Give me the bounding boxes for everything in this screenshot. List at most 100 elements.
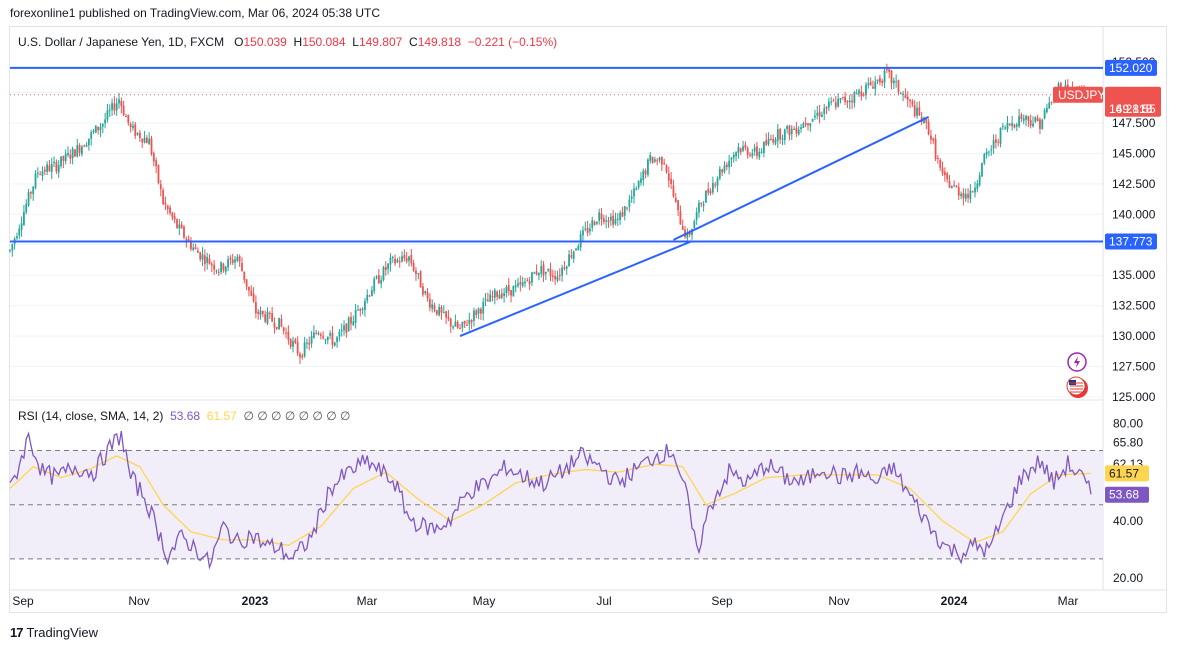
candle-body — [64, 153, 67, 162]
candle-body — [795, 127, 798, 134]
candle-body — [825, 106, 828, 109]
candle-body — [674, 197, 677, 202]
rsi-sma-badge: 61.57 — [1105, 465, 1149, 482]
candle-body — [294, 339, 297, 343]
candle-body — [628, 199, 631, 207]
candle-body — [640, 178, 642, 183]
candle-body — [1039, 119, 1041, 129]
candle-body — [401, 256, 403, 262]
candle-body — [642, 170, 645, 181]
lightning-icon-bolt — [1074, 356, 1080, 368]
candle-body — [909, 99, 911, 102]
candle-body — [932, 138, 935, 141]
time-tick-label: Sep — [711, 594, 733, 608]
candle-body — [303, 342, 306, 357]
price-legend: U.S. Dollar / Japanese Yen, 1D, FXCM O15… — [18, 35, 557, 49]
time-axis[interactable]: Sep Nov 2023 Mar May Jul Sep Nov 2024 Mar — [12, 594, 1078, 608]
candle-body — [139, 132, 141, 139]
candle-body — [11, 244, 14, 251]
candle-body — [157, 165, 160, 183]
candle-body — [1011, 122, 1014, 127]
candle-body — [375, 276, 378, 279]
candle-body — [547, 269, 550, 271]
candle-body — [744, 144, 747, 148]
candle-body — [575, 248, 577, 250]
candle-body — [746, 148, 749, 155]
candle-body — [925, 118, 928, 123]
candle-body — [772, 139, 775, 143]
candle-body — [155, 160, 158, 167]
candle-body — [85, 145, 88, 147]
candle-body — [1001, 126, 1004, 128]
legend-close: 149.818 — [417, 35, 462, 49]
candle-body — [92, 131, 95, 133]
candle-body — [419, 271, 422, 288]
candle-body — [554, 276, 557, 280]
candle-body — [141, 138, 144, 143]
candle-body — [709, 191, 712, 193]
candle-body — [600, 213, 603, 219]
candle-body — [902, 93, 905, 95]
candle-body — [484, 298, 487, 301]
candle-body — [500, 293, 503, 298]
candle-body — [584, 228, 587, 230]
trendlines[interactable] — [459, 115, 930, 338]
candle-body — [563, 267, 566, 269]
candle-body — [990, 149, 993, 151]
candle-body — [862, 94, 865, 96]
candle-body — [326, 336, 329, 340]
candle-body — [257, 311, 260, 315]
candle-body — [415, 270, 417, 275]
candle-body — [148, 138, 151, 145]
candle-body — [586, 228, 589, 233]
horizontal-levels[interactable] — [10, 66, 1103, 243]
candle-body — [612, 215, 615, 225]
candle-body — [633, 188, 635, 197]
candle-body — [953, 185, 956, 187]
candle-body — [695, 212, 698, 220]
candle-body — [87, 138, 90, 146]
candle-body — [94, 125, 97, 133]
candle-body — [716, 178, 719, 186]
candle-body — [62, 156, 65, 161]
top-line-badge-text: 152.020 — [1109, 61, 1153, 75]
candle-body — [544, 271, 547, 274]
candle-body — [382, 267, 385, 281]
candle-body — [259, 310, 262, 316]
candle-body — [366, 294, 369, 301]
candle-body — [556, 276, 559, 281]
price-tick-label: 125.000 — [1112, 390, 1156, 404]
candle-body — [222, 263, 225, 271]
bottom-line-badge: 137.773 — [1105, 233, 1157, 250]
candle-body — [23, 211, 25, 225]
rsi-legend-label[interactable]: RSI (14, close, SMA, 14, 2) — [18, 409, 164, 423]
candle-body — [930, 135, 932, 140]
candle-body — [816, 112, 819, 116]
candle-body — [361, 308, 364, 310]
candle-body — [732, 154, 735, 159]
candle-body — [108, 110, 111, 112]
candle-body — [538, 272, 540, 276]
footer[interactable]: 17 TradingView — [10, 625, 98, 640]
candle-body — [858, 90, 860, 94]
time-tick-label: 2023 — [242, 594, 269, 608]
candle-body — [473, 310, 475, 321]
legend-symbol[interactable]: U.S. Dollar / Japanese Yen, 1D, FXCM — [18, 35, 225, 49]
candle-body — [482, 301, 485, 314]
rsi-legend: RSI (14, close, SMA, 14, 2) 53.68 61.57 … — [18, 409, 350, 423]
side-icons[interactable] — [1066, 352, 1088, 398]
candle-body — [751, 153, 754, 157]
candle-body — [36, 172, 39, 174]
candle-body — [568, 254, 570, 267]
candle-body — [1048, 102, 1051, 109]
legend-change: −0.221 (−0.15%) — [467, 35, 558, 49]
candle-body — [593, 221, 596, 226]
candle-body — [39, 174, 42, 176]
candle-body — [359, 308, 362, 311]
candle-body — [229, 257, 232, 260]
candle-body — [268, 312, 271, 314]
rsi-sma-line — [9, 455, 1092, 547]
candle-body — [978, 175, 981, 186]
